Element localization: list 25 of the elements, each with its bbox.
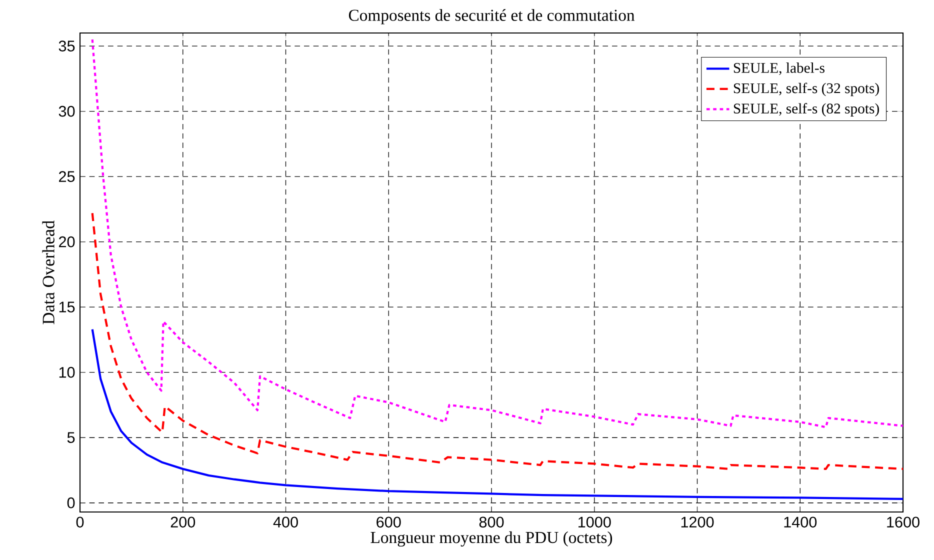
y-tick-label: 5: [67, 432, 75, 443]
legend-label: SEULE, self-s (32 spots): [734, 82, 879, 96]
chart-title: Composents de securité et de commutation: [348, 9, 635, 24]
line-series: [91, 212, 904, 470]
x-tick-label: 1400: [784, 516, 817, 528]
x-tick-label: 1000: [578, 516, 611, 528]
y-tick-label: 20: [59, 236, 75, 248]
legend-label: SEULE, label-s: [734, 62, 824, 75]
x-tick-label: 600: [376, 516, 401, 528]
y-tick-label: 35: [58, 40, 75, 52]
y-tick-label: 25: [59, 171, 75, 182]
x-tick-label: 1600: [887, 516, 920, 528]
x-tick-label: 0: [76, 516, 84, 528]
x-tick-label: 800: [479, 516, 504, 528]
y-axis-title: Data Overhead: [42, 220, 54, 324]
x-tick-label: 1200: [681, 516, 714, 528]
y-tick-label: 30: [58, 106, 75, 117]
x-axis-title: Longueur moyenne du PDU (octets): [370, 531, 612, 547]
x-tick-label: 200: [170, 516, 196, 528]
y-tick-label: 0: [67, 497, 75, 508]
y-tick-label: 10: [59, 366, 75, 378]
legend-label: SEULE, self-s (82 spots): [734, 103, 879, 116]
y-tick-label: 15: [59, 302, 75, 312]
x-tick-label: 400: [273, 516, 298, 528]
line-series: [91, 38, 904, 428]
